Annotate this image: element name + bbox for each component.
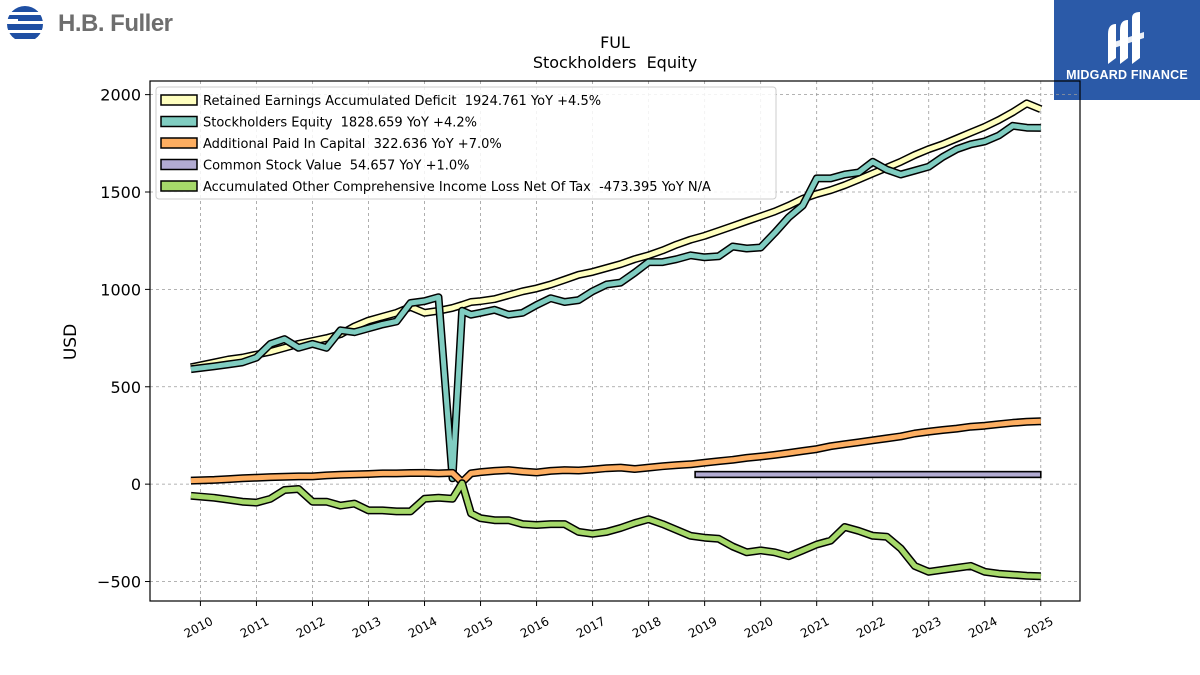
- x-tick-label: 2019: [686, 614, 720, 641]
- y-tick-label: 500: [110, 378, 141, 397]
- x-tick-label: 2021: [798, 614, 832, 641]
- x-tick-label: 2022: [854, 614, 888, 641]
- x-tick-label: 2015: [462, 614, 496, 641]
- legend-label: Additional Paid In Capital 322.636 YoY +…: [203, 137, 502, 152]
- midgard-mm-icon: [1108, 12, 1144, 64]
- x-tick-label: 2018: [630, 614, 664, 641]
- series-line: [190, 480, 1041, 579]
- x-tick-label: 2024: [966, 614, 1000, 641]
- x-tick-label: 2012: [294, 614, 328, 641]
- legend-box: [155, 86, 777, 200]
- legend-swatch: [160, 94, 198, 106]
- y-tick-label: 0: [131, 475, 141, 494]
- x-tick-label: 2014: [406, 614, 440, 641]
- x-tick-label: 2013: [350, 614, 384, 641]
- legend-swatch: [160, 137, 198, 149]
- x-tick-label: 2017: [574, 614, 608, 641]
- y-tick-label: 1000: [100, 280, 141, 299]
- legend-label: Stockholders Equity 1828.659 YoY +4.2%: [203, 116, 477, 131]
- x-tick-label: 2025: [1022, 614, 1056, 641]
- midgard-finance-logo: MIDGARD FINANCE: [1054, 0, 1200, 100]
- chart-subtitle: Stockholders Equity: [533, 53, 697, 72]
- y-tick-label: −500: [97, 573, 141, 592]
- x-tick-label: 2016: [518, 614, 552, 641]
- legend-label: Common Stock Value 54.657 YoY +1.0%: [203, 159, 470, 174]
- legend-swatch: [160, 158, 198, 171]
- plot-area-frame: [149, 80, 1081, 602]
- legend-swatch: [160, 180, 198, 192]
- legend-label: Accumulated Other Comprehensive Income L…: [203, 180, 711, 195]
- x-tick-label: 2011: [238, 614, 272, 641]
- series-line: [190, 123, 1041, 481]
- x-tick-label: 2010: [182, 614, 216, 641]
- series-common-stock-band: [694, 470, 1042, 479]
- x-tick-label: 2023: [910, 614, 944, 641]
- series-line: [190, 418, 1041, 485]
- legend-swatch: [160, 115, 198, 128]
- hb-fuller-logo: H.B. Fuller: [6, 4, 173, 44]
- hb-fuller-logo-text: H.B. Fuller: [58, 10, 173, 37]
- hb-fuller-stripes-icon: [6, 6, 43, 39]
- chart-title: FUL: [600, 33, 630, 52]
- legend-label: Retained Earnings Accumulated Deficit 19…: [203, 94, 601, 109]
- midgard-finance-logo-text: MIDGARD FINANCE: [1066, 68, 1188, 82]
- y-tick-label: 2000: [100, 86, 141, 105]
- y-axis-label: USD: [61, 324, 81, 360]
- y-tick-label: 1500: [100, 183, 141, 202]
- x-tick-label: 2020: [742, 614, 776, 641]
